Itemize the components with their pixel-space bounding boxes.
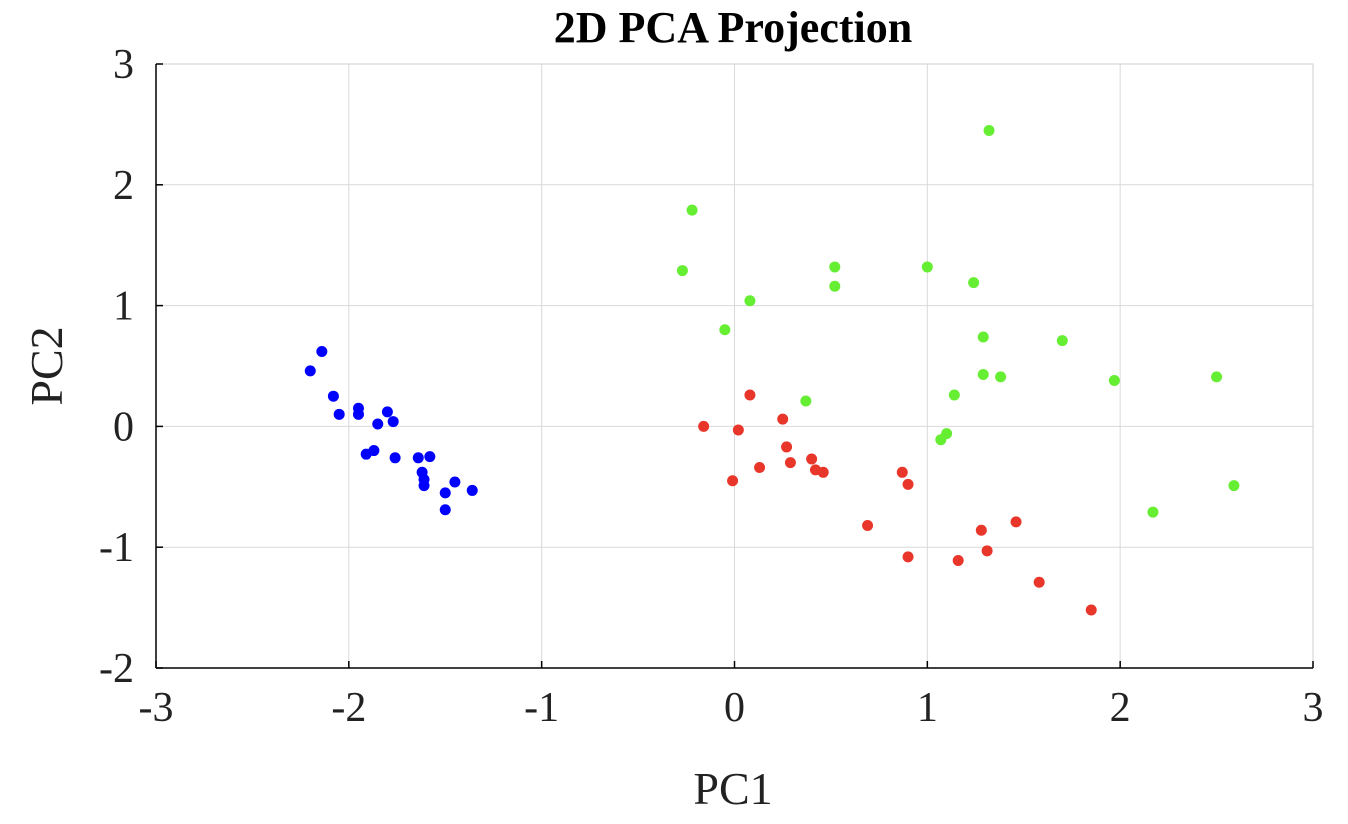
y-tick-label: 3 — [113, 42, 134, 88]
scatter-point — [389, 452, 401, 464]
scatter-point — [806, 453, 818, 465]
scatter-point — [727, 475, 739, 487]
y-ticks: -2 -1 0 1 2 3 — [99, 42, 163, 692]
scatter-point — [1228, 480, 1240, 492]
x-tick-label: -3 — [139, 685, 174, 731]
y-tick-label: 2 — [113, 163, 134, 209]
scatter-point — [995, 371, 1007, 383]
scatter-point — [975, 524, 987, 536]
scatter-point — [1147, 506, 1159, 518]
scatter-point — [719, 324, 731, 336]
scatter-point — [449, 476, 461, 488]
scatter-point — [829, 280, 841, 292]
scatter-point — [800, 395, 812, 407]
scatter-point — [1010, 516, 1022, 528]
scatter-point — [981, 545, 993, 557]
x-tick-label: -2 — [331, 685, 366, 731]
scatter-point — [983, 124, 995, 136]
scatter-point — [1085, 604, 1097, 616]
scatter-point — [902, 551, 914, 563]
scatter-point — [754, 461, 766, 473]
scatter-point — [676, 265, 688, 277]
y-tick-label: 1 — [113, 284, 134, 330]
scatter-point — [977, 368, 989, 380]
series-2 — [698, 389, 1097, 616]
scatter-point — [977, 331, 989, 343]
scatter-point — [948, 389, 960, 401]
scatter-point — [817, 466, 829, 478]
scatter-point — [439, 504, 451, 516]
grid — [155, 63, 1314, 669]
scatter-point — [424, 451, 436, 463]
x-tick-label: 2 — [1110, 685, 1131, 731]
scatter-point — [862, 519, 874, 531]
x-axis-label: PC1 — [693, 763, 772, 814]
y-axis-label: PC2 — [21, 326, 72, 405]
y-tick-label: 0 — [113, 404, 134, 450]
chart-title: 2D PCA Projection — [554, 3, 912, 52]
scatter-point — [1211, 371, 1223, 383]
scatter-point — [744, 389, 756, 401]
scatter-point — [387, 416, 399, 428]
x-tick-label: -1 — [524, 685, 559, 731]
scatter-point — [352, 408, 364, 420]
scatter-point — [327, 390, 339, 402]
scatter-point — [698, 420, 710, 432]
scatter-point — [1108, 374, 1120, 386]
y-tick-label: -1 — [99, 525, 134, 571]
scatter-point — [418, 480, 430, 492]
x-ticks: -3 -2 -1 0 1 2 3 — [139, 661, 1324, 731]
scatter-point — [744, 295, 756, 307]
scatter-point — [952, 554, 964, 566]
scatter-point — [896, 466, 908, 478]
scatter-point — [1033, 576, 1045, 588]
scatter-point — [333, 408, 345, 420]
series-1 — [676, 124, 1240, 518]
scatter-point — [921, 261, 933, 273]
scatter-point — [1056, 335, 1068, 347]
scatter-point — [829, 261, 841, 273]
scatter-point — [360, 448, 372, 460]
scatter-point — [316, 346, 328, 358]
scatter-point — [372, 418, 384, 430]
scatter-point — [412, 452, 424, 464]
scatter-point — [781, 441, 793, 453]
x-tick-label: 3 — [1303, 685, 1324, 731]
scatter-point — [784, 457, 796, 469]
series-0 — [304, 346, 478, 516]
scatter-point — [777, 413, 789, 425]
scatter-point — [466, 484, 478, 496]
x-tick-label: 0 — [724, 685, 745, 731]
scatter-point — [381, 406, 393, 418]
data-points — [304, 124, 1240, 616]
scatter-point — [935, 434, 947, 446]
scatter-point — [968, 277, 980, 289]
x-tick-label: 1 — [917, 685, 938, 731]
y-tick-label: -2 — [99, 646, 134, 692]
scatter-point — [304, 365, 316, 377]
scatter-point — [732, 424, 744, 436]
scatter-point — [686, 204, 698, 216]
scatter-point — [902, 478, 914, 490]
scatter-point — [439, 487, 451, 499]
